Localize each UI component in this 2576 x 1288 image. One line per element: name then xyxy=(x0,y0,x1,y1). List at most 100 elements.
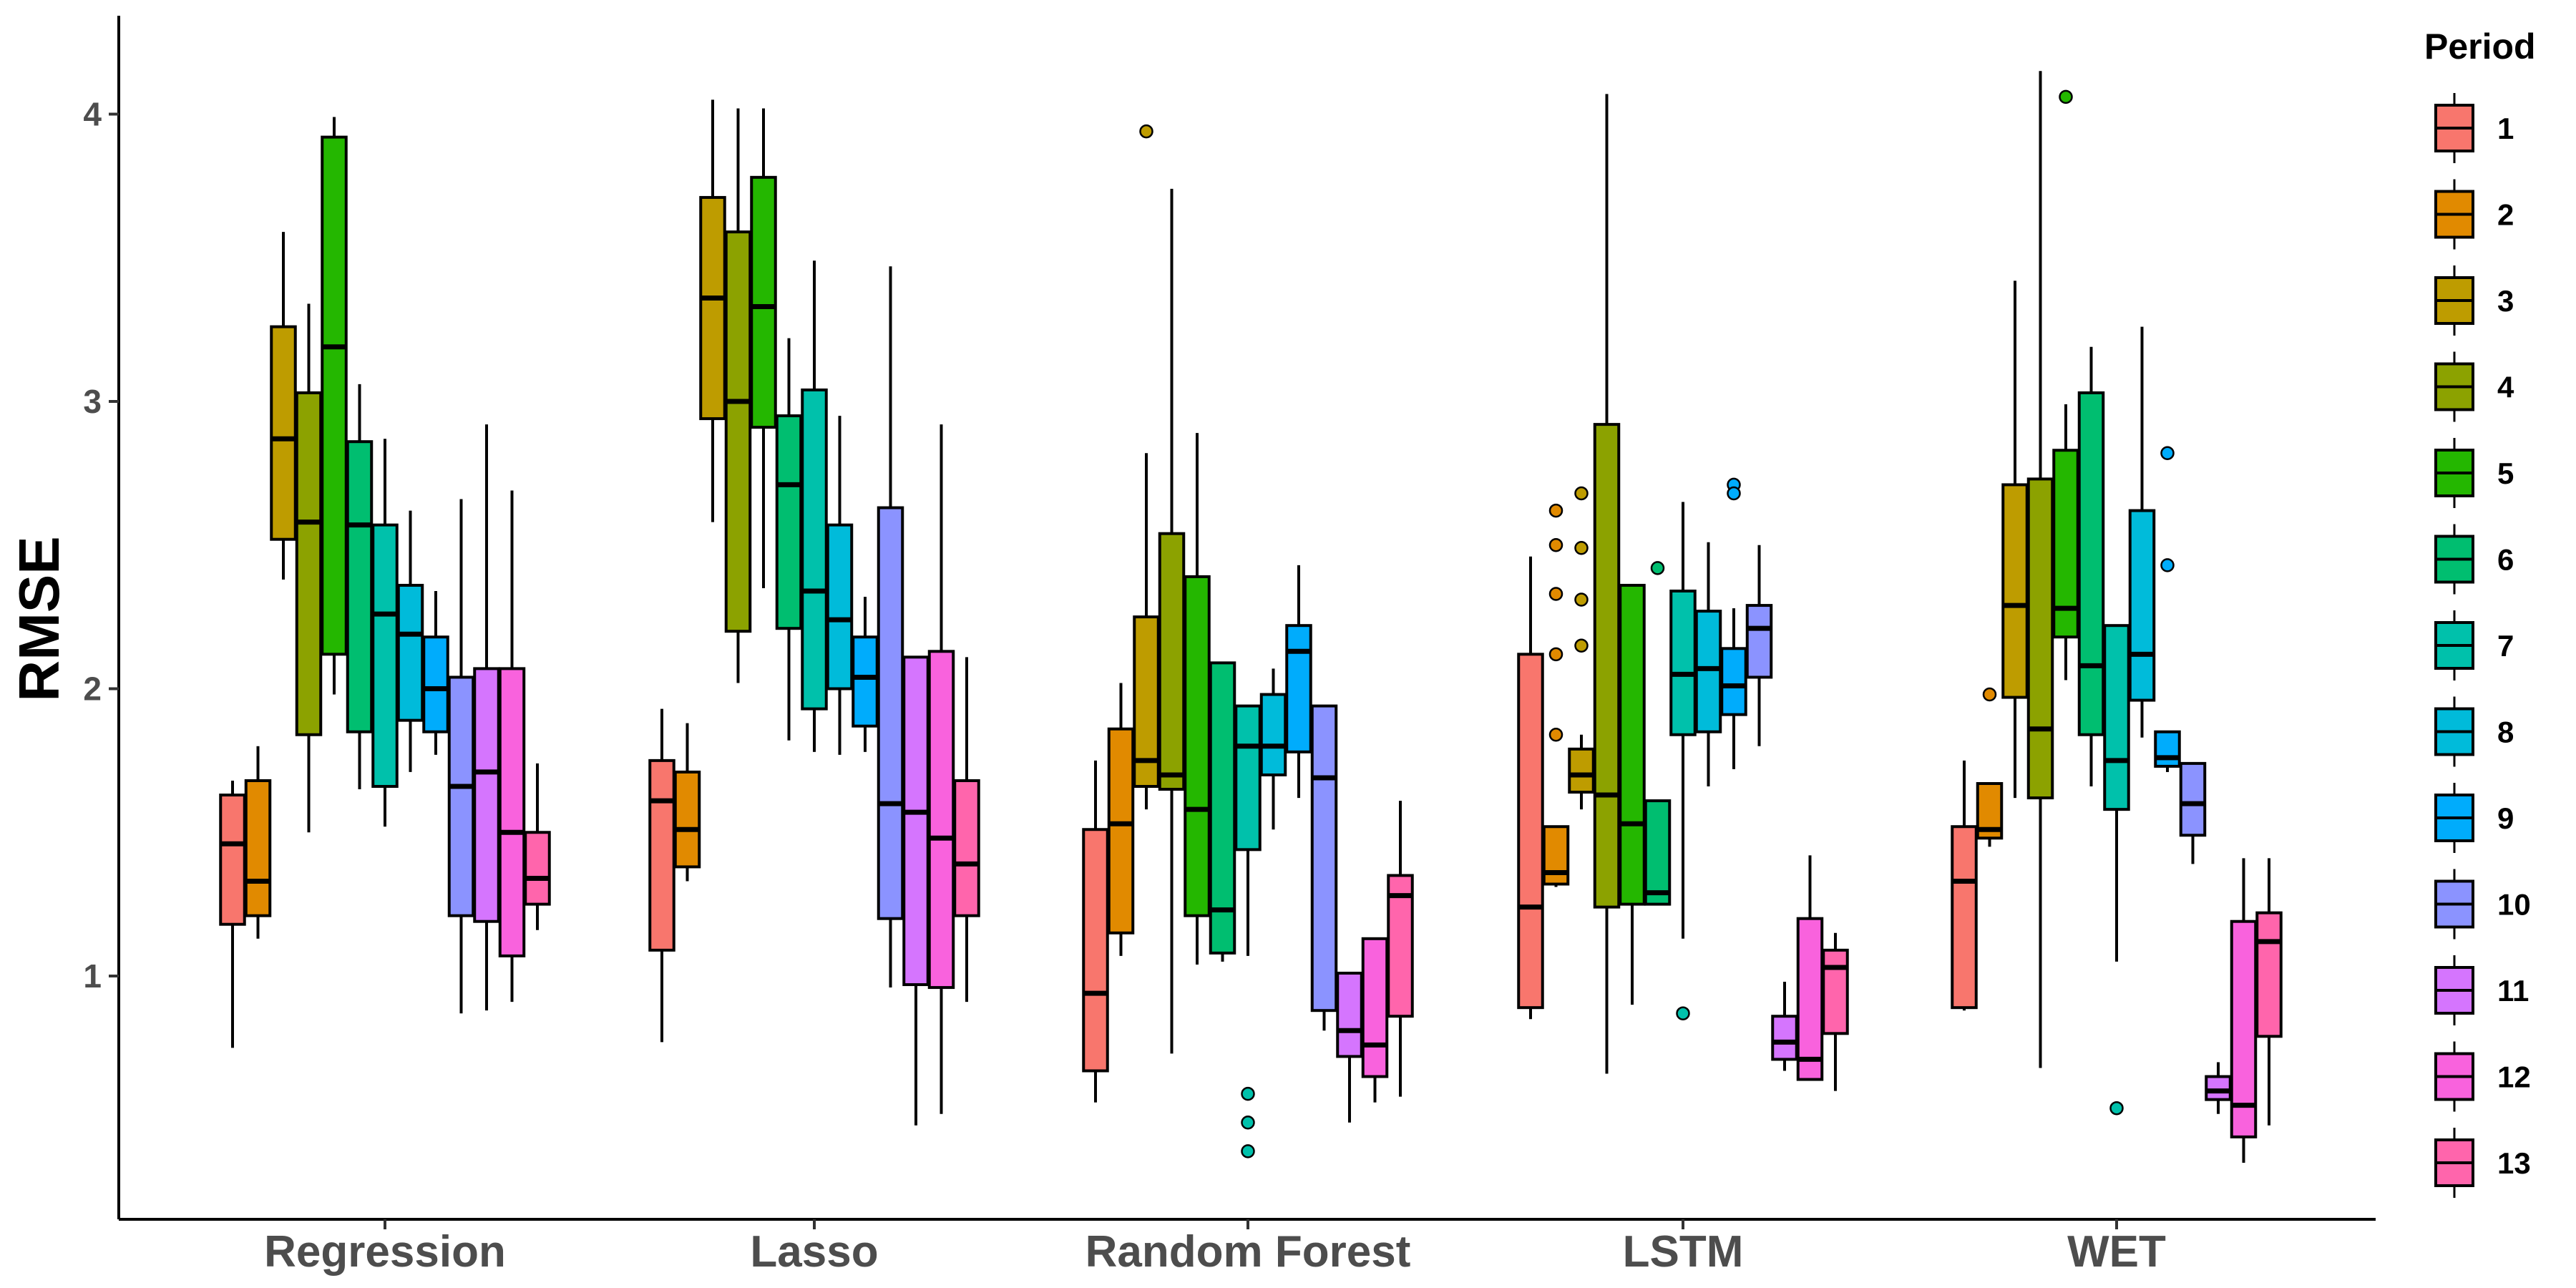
box-body xyxy=(2230,919,2258,1138)
outlier-point xyxy=(1982,687,1997,702)
box-body xyxy=(1771,1015,1798,1061)
x-tick-label: WET xyxy=(2067,1227,2166,1277)
box-1-random-forest xyxy=(1082,760,1109,1103)
outlier-point xyxy=(2059,89,2073,104)
outlier-point xyxy=(1548,647,1563,662)
box-1-wet xyxy=(1951,760,1978,1011)
legend-item-1: 1 xyxy=(2434,93,2514,163)
box-body xyxy=(1669,589,1697,736)
box-body xyxy=(648,758,675,952)
legend-item-8: 8 xyxy=(2434,696,2514,767)
box-1-lstm xyxy=(1517,556,1544,1020)
x-ticks: Regression Lasso Random Forest LSTM WET xyxy=(264,1219,2166,1277)
box-body xyxy=(219,794,246,926)
box-body xyxy=(953,779,980,917)
legend-label: 13 xyxy=(2497,1146,2531,1180)
legend-label: 8 xyxy=(2497,716,2514,749)
box-3-regression xyxy=(270,232,297,580)
box-body xyxy=(2255,911,2283,1038)
box-1-regression xyxy=(219,780,246,1048)
legend-title: Period xyxy=(2424,26,2536,67)
legend-item-10: 10 xyxy=(2434,869,2531,940)
box-3-wet xyxy=(2001,280,2029,799)
legend-label: 4 xyxy=(2497,371,2514,404)
box-13-lstm xyxy=(1822,932,1849,1091)
box-body xyxy=(1336,971,1363,1058)
box-body xyxy=(1720,647,1747,716)
y-tick-label: 2 xyxy=(83,670,102,708)
legend-label: 1 xyxy=(2497,112,2514,145)
box-4-random-forest xyxy=(1158,188,1186,1054)
box-2-wet xyxy=(1976,687,2004,847)
box-body xyxy=(2154,730,2181,768)
box-body xyxy=(1951,825,1978,1010)
box-8-wet xyxy=(2128,326,2156,738)
legend-item-13: 13 xyxy=(2434,1128,2531,1198)
box-9-random-forest xyxy=(1285,565,1312,799)
box-6-wet xyxy=(2077,346,2105,787)
box-11-wet xyxy=(2205,1062,2232,1114)
box-7-lasso xyxy=(801,260,828,752)
box-3-lasso xyxy=(699,99,726,522)
box-10-lasso xyxy=(877,266,904,988)
y-tick-label: 3 xyxy=(83,383,102,420)
box-body xyxy=(1387,874,1414,1018)
box-2-lstm xyxy=(1542,503,1570,887)
box-body xyxy=(902,655,930,987)
outlier-point xyxy=(1241,1116,1255,1130)
box-12-lstm xyxy=(1796,855,1824,1081)
box-body xyxy=(2205,1075,2232,1101)
box-body xyxy=(1310,704,1338,1013)
box-body xyxy=(2026,477,2054,800)
box-body xyxy=(447,675,475,917)
outlier-point xyxy=(1139,124,1153,139)
box-6-random-forest xyxy=(1209,661,1236,962)
box-body xyxy=(673,770,701,869)
box-4-lstm xyxy=(1593,94,1621,1074)
legend-label: 3 xyxy=(2497,284,2514,318)
box-5-wet xyxy=(2052,89,2079,680)
y-tick-label: 1 xyxy=(83,957,102,995)
box-body xyxy=(371,523,399,789)
box-body xyxy=(1593,423,1621,909)
box-12-wet xyxy=(2230,858,2258,1163)
box-body xyxy=(2179,761,2207,837)
legend-item-5: 5 xyxy=(2434,438,2514,508)
box-body xyxy=(270,325,297,541)
box-12-random-forest xyxy=(1361,937,1389,1103)
box-body xyxy=(801,388,828,711)
box-8-lstm xyxy=(1694,542,1722,787)
box-body xyxy=(473,667,500,923)
legend-label: 7 xyxy=(2497,629,2514,663)
plot-area xyxy=(219,71,2283,1163)
box-12-lasso xyxy=(927,424,955,1114)
outlier-point xyxy=(1548,538,1563,552)
outlier-point xyxy=(1548,503,1563,518)
outlier-point xyxy=(1574,638,1589,653)
box-9-regression xyxy=(422,590,449,755)
legend-label: 6 xyxy=(2497,543,2514,577)
box-10-wet xyxy=(2179,761,2207,864)
legend-item-3: 3 xyxy=(2434,265,2514,336)
outlier-point xyxy=(1548,727,1563,742)
box-body xyxy=(1107,727,1135,935)
box-body xyxy=(1694,610,1722,733)
box-body xyxy=(775,414,803,630)
outlier-point xyxy=(1574,541,1589,555)
box-body xyxy=(1361,937,1389,1078)
box-body xyxy=(346,440,374,733)
box-8-regression xyxy=(396,510,424,772)
outlier-point xyxy=(1727,486,1741,501)
box-9-lasso xyxy=(852,597,879,752)
x-tick-label: Regression xyxy=(264,1227,506,1277)
box-body xyxy=(1542,825,1570,886)
box-body xyxy=(2103,624,2130,811)
box-2-random-forest xyxy=(1107,683,1135,956)
legend-label: 12 xyxy=(2497,1060,2531,1094)
x-tick-label: Lasso xyxy=(750,1227,878,1277)
legend-item-11: 11 xyxy=(2434,955,2529,1025)
outlier-point xyxy=(1548,587,1563,601)
outlier-point xyxy=(1241,1144,1255,1158)
